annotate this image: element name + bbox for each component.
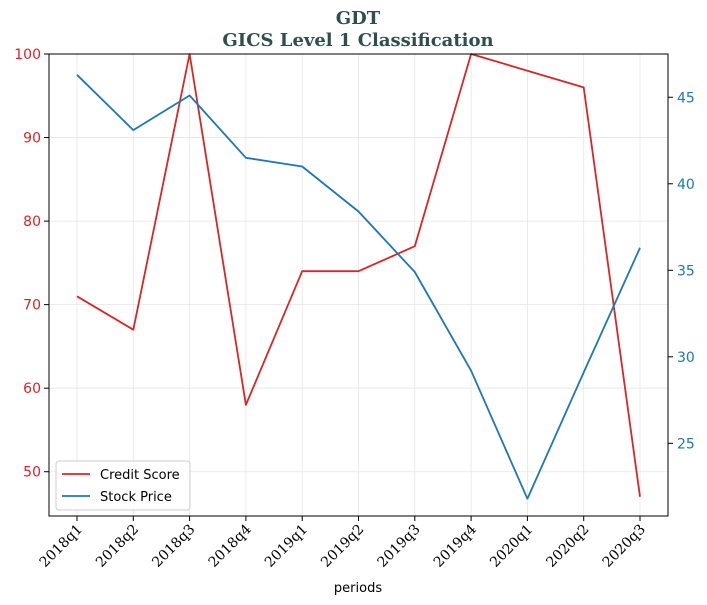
legend-label: Stock Price bbox=[100, 490, 172, 505]
x-tick-label: 2020q3 bbox=[600, 522, 649, 571]
y-left-tick-label: 60 bbox=[23, 381, 41, 397]
x-tick-label: 2019q1 bbox=[262, 522, 311, 571]
x-tick-label: 2019q3 bbox=[374, 522, 423, 571]
y-right-tick-label: 40 bbox=[677, 177, 695, 193]
x-tick-label: 2018q4 bbox=[206, 521, 255, 570]
y-right-tick-label: 45 bbox=[677, 90, 695, 106]
x-axis-label: periods bbox=[334, 581, 382, 596]
x-tick-label: 2020q2 bbox=[543, 522, 592, 571]
x-tick-label: 2020q1 bbox=[487, 522, 536, 571]
chart-subtitle: GICS Level 1 Classification bbox=[222, 30, 493, 51]
legend: Credit Score Stock Price bbox=[55, 460, 191, 511]
x-tick-label: 2018q3 bbox=[149, 522, 198, 571]
y-left-tick-label: 70 bbox=[23, 298, 41, 314]
chart-title: GDT bbox=[336, 8, 381, 29]
y-left-tick-label: 100 bbox=[14, 47, 41, 63]
y-left-tick-label: 80 bbox=[23, 214, 41, 230]
x-tick-label: 2018q2 bbox=[93, 522, 142, 571]
x-tick-label: 2019q4 bbox=[431, 521, 480, 570]
y-right-tick-label: 30 bbox=[677, 350, 695, 366]
x-tick-label: 2019q2 bbox=[318, 522, 367, 571]
series-line-credit-score bbox=[76, 53, 641, 497]
y-right-tick-label: 35 bbox=[677, 263, 695, 279]
y-left-tick-label: 90 bbox=[23, 131, 41, 147]
legend-label: Credit Score bbox=[100, 468, 180, 483]
x-tick-label: 2018q1 bbox=[37, 522, 86, 571]
series-line-stock-price bbox=[76, 74, 641, 500]
y-right-tick-label: 25 bbox=[677, 436, 695, 452]
y-left-tick-label: 50 bbox=[23, 465, 41, 481]
series-layer bbox=[76, 53, 641, 500]
